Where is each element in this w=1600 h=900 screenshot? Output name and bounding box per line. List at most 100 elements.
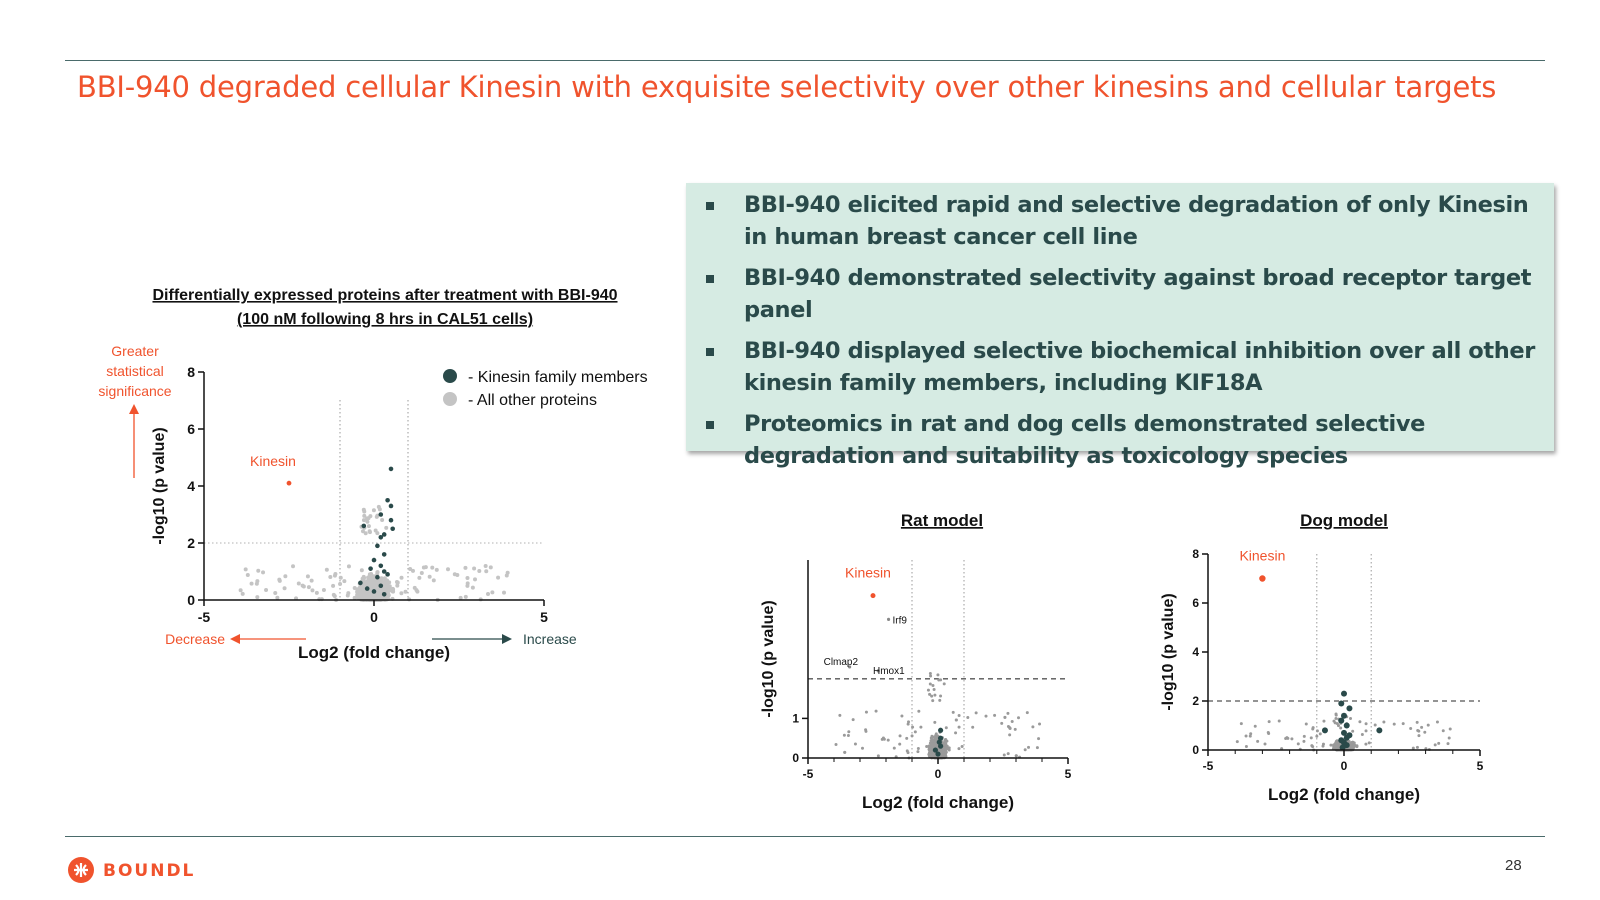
protein-point	[483, 563, 488, 568]
protein-point	[383, 579, 388, 584]
protein-point	[321, 588, 326, 593]
x-tick-label: 0	[1341, 759, 1348, 773]
protein-point	[496, 575, 501, 580]
kinesin-family-point	[1341, 729, 1347, 736]
protein-point	[1311, 727, 1315, 731]
protein-point	[1304, 722, 1308, 726]
protein-point	[1000, 721, 1004, 725]
y-tick-label: 0	[792, 751, 799, 765]
protein-point	[363, 590, 368, 595]
y-axis-label: -log10 (p value)	[1160, 593, 1177, 710]
protein-point	[1334, 717, 1338, 721]
protein-point	[375, 570, 380, 575]
protein-point	[470, 585, 475, 590]
protein-point	[936, 673, 940, 677]
protein-point	[1350, 741, 1354, 745]
protein-point	[1302, 739, 1306, 743]
protein-point	[1309, 736, 1313, 740]
protein-point	[960, 744, 964, 748]
protein-point	[345, 593, 350, 598]
protein-point	[966, 716, 970, 720]
protein-point	[1315, 734, 1319, 738]
protein-point	[944, 726, 948, 730]
protein-point	[1002, 753, 1006, 757]
top-rule	[65, 60, 1545, 61]
y-tick-label: 2	[187, 535, 195, 551]
protein-point	[431, 578, 436, 583]
decrease-label: Decrease	[165, 631, 225, 647]
kinesin-family-point	[378, 512, 384, 517]
kinesin-family-point	[375, 574, 380, 580]
kinesin-family-point	[938, 735, 944, 741]
protein-point	[399, 591, 404, 596]
protein-point	[261, 570, 266, 575]
labeled-point	[876, 669, 880, 673]
protein-point	[306, 585, 311, 590]
kinesin-family-point	[385, 572, 390, 577]
key-findings-callout: BBI-940 elicited rapid and selective deg…	[686, 183, 1554, 469]
protein-point	[943, 738, 947, 742]
protein-point	[846, 733, 850, 737]
protein-point	[369, 575, 374, 580]
protein-point	[1315, 729, 1319, 733]
protein-point	[843, 750, 847, 754]
protein-point	[864, 728, 868, 732]
bullet-item: Proteomics in rat and dog cells demonstr…	[702, 408, 1544, 472]
protein-point	[984, 714, 988, 718]
kinesin-family-point	[938, 743, 944, 749]
protein-point	[465, 576, 470, 581]
x-tick-label: 0	[935, 767, 942, 781]
protein-point	[369, 583, 374, 588]
protein-point	[913, 730, 917, 734]
protein-point	[275, 595, 280, 600]
protein-point	[939, 751, 943, 755]
main-chart-title: Differentially expressed proteins after …	[152, 287, 617, 304]
labeled-point	[848, 665, 852, 669]
bottom-rule	[65, 836, 1545, 837]
protein-point	[957, 725, 961, 729]
protein-point	[240, 591, 245, 596]
legend-other-label: - All other proteins	[468, 392, 597, 409]
x-tick-label: 5	[540, 609, 548, 625]
protein-point	[933, 693, 937, 697]
protein-point	[365, 519, 370, 524]
protein-point	[378, 588, 383, 593]
protein-point	[1010, 719, 1014, 723]
protein-point	[898, 742, 902, 746]
protein-point	[430, 565, 435, 570]
protein-point	[371, 508, 376, 513]
protein-point	[926, 688, 930, 692]
kinesin-family-point	[368, 566, 373, 571]
bullet-text: BBI-940 demonstrated selectivity against…	[744, 265, 1532, 323]
protein-point	[1321, 744, 1325, 748]
protein-point	[361, 518, 366, 523]
protein-point	[255, 579, 260, 584]
protein-point	[1302, 734, 1306, 738]
protein-point	[1355, 744, 1359, 748]
kinesin-family-point	[1321, 727, 1328, 734]
protein-point	[1352, 744, 1356, 748]
protein-point	[853, 742, 857, 746]
increase-label: Increase	[523, 631, 577, 647]
protein-point	[1027, 745, 1031, 749]
kinesin-point	[1259, 575, 1266, 582]
kinesin-family-point	[381, 552, 387, 557]
protein-point	[361, 577, 366, 582]
protein-point	[403, 589, 408, 594]
protein-point	[1031, 725, 1035, 729]
protein-point	[502, 590, 507, 595]
protein-point	[927, 745, 931, 749]
protein-point	[463, 565, 468, 570]
protein-point	[243, 567, 248, 572]
y-tick-label: 8	[1192, 547, 1199, 561]
protein-point	[373, 594, 378, 599]
protein-point	[264, 587, 269, 592]
bullet-text: BBI-940 elicited rapid and selective deg…	[744, 192, 1529, 250]
kinesin-label: Kinesin	[845, 565, 891, 581]
protein-point	[1296, 742, 1300, 746]
protein-point	[917, 709, 921, 713]
protein-point	[1239, 722, 1243, 726]
protein-point	[379, 576, 384, 581]
protein-point	[362, 513, 367, 518]
protein-point	[1334, 744, 1338, 748]
